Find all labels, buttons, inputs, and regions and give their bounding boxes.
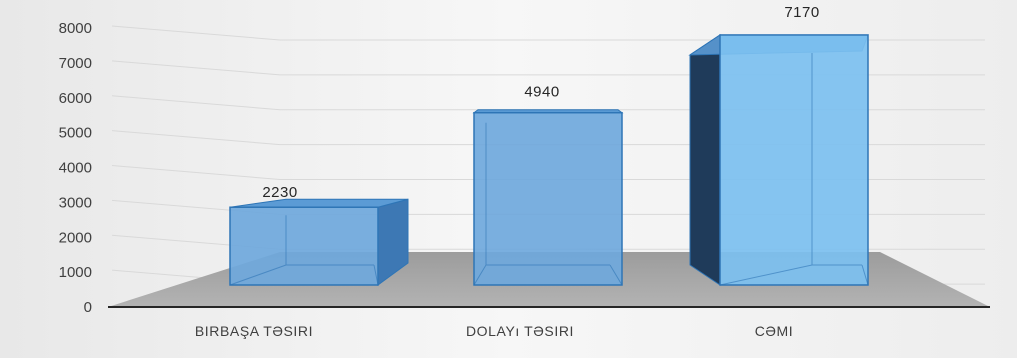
- category-labels: BIRBAŞA TƏSIRI DOLAYı TƏSIRI CƏMI: [195, 323, 793, 339]
- data-labels: 2230 4940 7170: [262, 4, 819, 201]
- y-tick-label: 6000: [59, 90, 92, 107]
- y-tick-label: 2000: [59, 229, 92, 246]
- bar-front: [473, 111, 623, 286]
- bar-side: [689, 34, 721, 286]
- y-tick-label: 7000: [59, 55, 92, 72]
- category-label: CƏMI: [755, 323, 794, 339]
- y-axis-tick-labels: 0 1000 2000 3000 4000 5000 6000 7000 8000: [59, 20, 92, 316]
- bar: [472, 109, 624, 286]
- bar-inner-edge: [719, 52, 869, 286]
- y-tick-label: 8000: [59, 20, 92, 37]
- data-label: 2230: [262, 184, 297, 201]
- bar: [688, 34, 869, 286]
- data-label: 4940: [524, 84, 559, 101]
- bars: [229, 34, 869, 286]
- bar-front: [719, 34, 869, 286]
- y-tick-label: 1000: [59, 264, 92, 281]
- data-label: 7170: [784, 4, 819, 21]
- bar-inner-edge: [229, 215, 379, 286]
- bar-front: [229, 206, 379, 286]
- bar-inner-edge: [473, 122, 623, 286]
- y-tick-label: 0: [84, 299, 92, 316]
- y-tick-label: 5000: [59, 125, 92, 142]
- y-tick-label: 4000: [59, 160, 92, 177]
- category-label: DOLAYı TƏSIRI: [466, 323, 574, 339]
- bar: [229, 198, 409, 286]
- y-tick-label: 3000: [59, 194, 92, 211]
- category-label: BIRBAŞA TƏSIRI: [195, 323, 313, 339]
